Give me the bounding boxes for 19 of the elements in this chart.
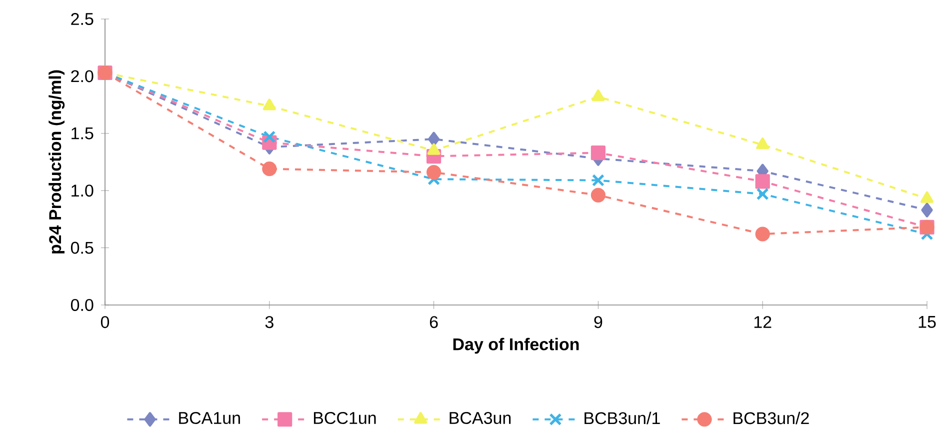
- y-tick-label: 1.0: [72, 184, 94, 197]
- legend-label: BCA1un: [179, 412, 240, 424]
- y-axis-title: p24 Production (ng/ml): [48, 70, 65, 254]
- legend-label: BCB3un/2: [734, 412, 809, 424]
- legend-label: BCC1un: [314, 412, 376, 424]
- x-tick-label: 15: [918, 316, 936, 328]
- legend-label: BCB3un/1: [584, 412, 660, 424]
- y-tick-label: 0.5: [70, 242, 94, 254]
- y-tick-label: 2.0: [71, 70, 94, 82]
- x-tick-label: 3: [265, 316, 274, 328]
- y-tick-label: 0.0: [70, 298, 94, 311]
- x-tick-label: 0: [100, 316, 110, 328]
- y-tick-label: 2.5: [71, 12, 94, 26]
- legend-label: BCA3un: [450, 412, 511, 424]
- y-tick-label: 1.5: [72, 127, 94, 140]
- x-tick-label: 6: [430, 316, 438, 328]
- x-tick-label: 9: [594, 316, 602, 328]
- x-axis-title: Day of Infection: [453, 338, 579, 354]
- x-tick-label: 12: [754, 316, 772, 328]
